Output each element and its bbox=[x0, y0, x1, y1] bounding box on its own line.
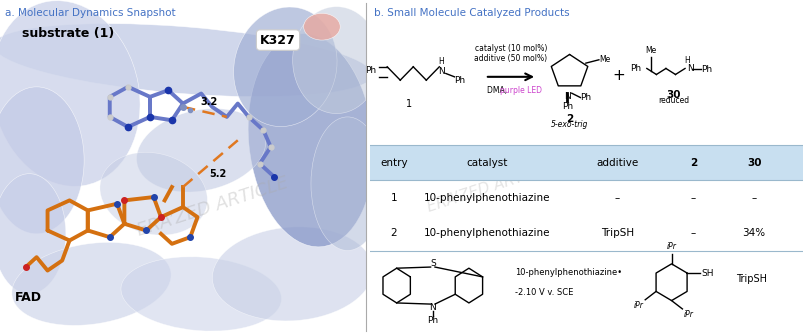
Ellipse shape bbox=[311, 117, 384, 250]
Text: purple LED: purple LED bbox=[499, 86, 541, 95]
Text: Me: Me bbox=[645, 46, 656, 55]
Text: b. Small Molecule Catalyzed Products: b. Small Molecule Catalyzed Products bbox=[373, 8, 569, 18]
Text: Ph: Ph bbox=[699, 65, 711, 74]
Ellipse shape bbox=[0, 1, 140, 186]
Text: N: N bbox=[564, 92, 570, 101]
Text: reduced: reduced bbox=[658, 96, 688, 105]
Text: TripSH: TripSH bbox=[736, 274, 766, 284]
Text: entry: entry bbox=[380, 158, 407, 168]
Text: Ph: Ph bbox=[561, 102, 573, 111]
Ellipse shape bbox=[100, 152, 207, 235]
Ellipse shape bbox=[0, 24, 372, 97]
Text: Me: Me bbox=[598, 55, 609, 64]
Text: –: – bbox=[690, 193, 695, 203]
Ellipse shape bbox=[234, 7, 336, 127]
Text: 5.2: 5.2 bbox=[209, 169, 226, 179]
Text: –: – bbox=[690, 228, 695, 238]
Text: 5-exo-trig: 5-exo-trig bbox=[550, 120, 588, 129]
Text: catalyst: catalyst bbox=[466, 158, 507, 168]
Text: 30: 30 bbox=[746, 158, 760, 168]
Text: 30: 30 bbox=[666, 90, 680, 100]
Text: Ph: Ph bbox=[365, 66, 376, 74]
Text: 3.2: 3.2 bbox=[200, 97, 217, 107]
Ellipse shape bbox=[304, 13, 340, 40]
Text: 2: 2 bbox=[565, 114, 573, 124]
Ellipse shape bbox=[292, 7, 380, 114]
Text: 2: 2 bbox=[689, 158, 696, 168]
Text: ERA’ZED ARTICLE: ERA’ZED ARTICLE bbox=[425, 159, 556, 215]
Text: iPr: iPr bbox=[634, 301, 643, 310]
Text: N: N bbox=[438, 67, 444, 76]
Text: Ph: Ph bbox=[454, 76, 465, 85]
Text: H: H bbox=[438, 57, 444, 66]
Text: K327: K327 bbox=[260, 34, 296, 46]
Ellipse shape bbox=[0, 87, 84, 234]
Text: N: N bbox=[686, 64, 693, 73]
Text: –: – bbox=[614, 193, 619, 203]
Text: SH: SH bbox=[700, 269, 712, 278]
Text: +: + bbox=[612, 68, 625, 82]
Text: additive (50 mol%): additive (50 mol%) bbox=[474, 54, 547, 63]
Text: -2.10 V v. SCE: -2.10 V v. SCE bbox=[515, 288, 573, 297]
Text: substrate (1): substrate (1) bbox=[22, 27, 114, 40]
Ellipse shape bbox=[0, 174, 66, 294]
Text: 2: 2 bbox=[390, 228, 397, 238]
Text: –: – bbox=[751, 193, 756, 203]
Text: a. Molecular Dynamics Snapshot: a. Molecular Dynamics Snapshot bbox=[6, 8, 176, 18]
Text: Ph: Ph bbox=[426, 316, 438, 325]
Text: TripSH: TripSH bbox=[600, 228, 633, 238]
Text: catalyst (10 mol%): catalyst (10 mol%) bbox=[474, 44, 547, 53]
Text: Ph: Ph bbox=[630, 64, 641, 73]
Text: DMA,: DMA, bbox=[487, 86, 509, 95]
Bar bbox=[365, 145, 803, 180]
Text: 10-phenylphenothiazine: 10-phenylphenothiazine bbox=[423, 228, 549, 238]
Text: Ph: Ph bbox=[580, 93, 591, 102]
Text: S: S bbox=[430, 259, 435, 268]
Text: FAD: FAD bbox=[14, 291, 42, 304]
Text: 1: 1 bbox=[406, 99, 411, 109]
Text: iPr: iPr bbox=[666, 242, 675, 251]
Text: ERA’ZED ARTICLE: ERA’ZED ARTICLE bbox=[134, 174, 290, 240]
Ellipse shape bbox=[120, 257, 281, 331]
Text: N: N bbox=[429, 303, 435, 312]
Text: additive: additive bbox=[596, 158, 638, 168]
Text: 10-phenylphenothiazine: 10-phenylphenothiazine bbox=[423, 193, 549, 203]
Text: iPr: iPr bbox=[683, 310, 693, 319]
Text: 34%: 34% bbox=[742, 228, 764, 238]
Text: 1: 1 bbox=[390, 193, 397, 203]
Ellipse shape bbox=[248, 34, 373, 247]
Ellipse shape bbox=[12, 242, 171, 325]
Text: 10-phenylphenothiazine•: 10-phenylphenothiazine• bbox=[515, 268, 622, 277]
Ellipse shape bbox=[212, 227, 373, 321]
Text: H: H bbox=[683, 56, 689, 64]
Ellipse shape bbox=[137, 109, 266, 192]
